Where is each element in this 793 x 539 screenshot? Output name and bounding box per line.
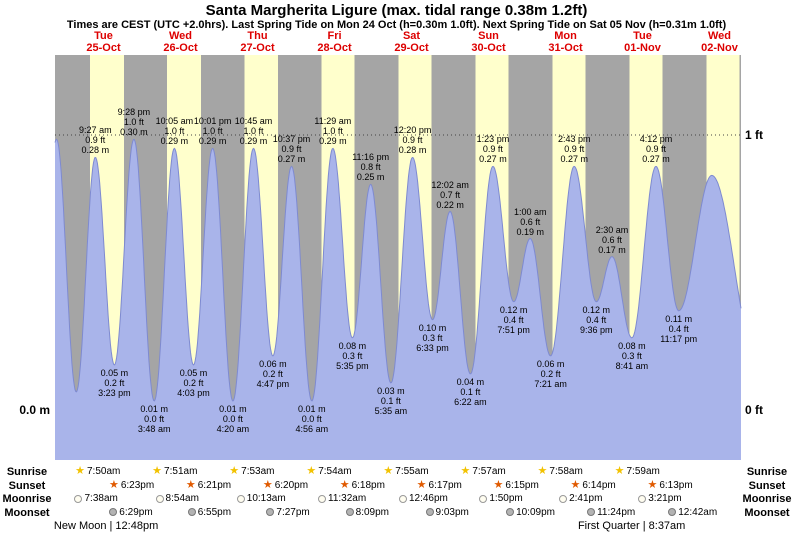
- page-subtitle: Times are CEST (UTC +2.0hrs). Last Sprin…: [66, 19, 727, 31]
- page-title: Santa Margherita Ligure (max. tidal rang…: [205, 2, 588, 19]
- tide-area: [55, 139, 741, 461]
- y-axis-label-1ft: 1 ft: [745, 128, 763, 142]
- y-axis-label-0ft: 0 ft: [745, 403, 763, 417]
- y-axis-label-meters: 0.0 m: [19, 403, 50, 417]
- tide-curve: [54, 138, 742, 402]
